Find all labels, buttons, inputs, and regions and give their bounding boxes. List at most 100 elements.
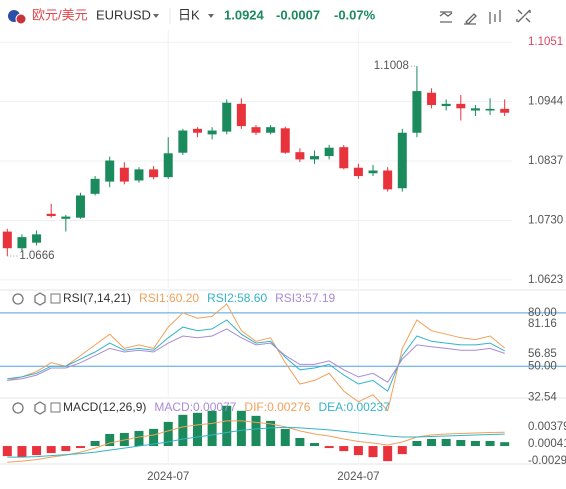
macd-bar — [456, 440, 466, 447]
legend-entry: DEA:0.00237 — [318, 400, 390, 414]
y-tick-label: 32.54 — [528, 391, 557, 403]
macd-bar — [470, 441, 480, 447]
candle-body — [280, 128, 290, 153]
candle-body — [207, 130, 217, 135]
candle-body — [222, 102, 232, 132]
legend-entry: RSI1:60.20 — [139, 291, 199, 305]
change: -0.0007 — [276, 7, 320, 22]
macd-bar — [310, 443, 320, 447]
macd-bar — [339, 446, 349, 452]
macd-bar — [105, 433, 115, 447]
candle-body — [324, 147, 334, 157]
dropdown[interactable] — [208, 14, 214, 18]
candle-body — [192, 128, 202, 133]
macd-bar — [485, 441, 495, 447]
macd-bar — [427, 438, 437, 447]
legend-entry: RSI3:57.19 — [275, 291, 335, 305]
candle-body — [485, 108, 495, 111]
macd-bar — [61, 446, 71, 452]
candle-body — [295, 152, 305, 160]
low-annotation: 1.0666 — [19, 250, 54, 262]
macd-bar — [163, 421, 173, 447]
candle-body — [75, 195, 85, 218]
candle-body — [266, 127, 276, 133]
macd-bar — [149, 428, 159, 447]
settings-icon[interactable] — [12, 293, 24, 305]
series-line — [7, 303, 506, 412]
dropdown[interactable] — [153, 14, 159, 18]
macd-bar — [500, 442, 510, 447]
settings-icon[interactable] — [12, 402, 24, 414]
candle-body — [383, 170, 393, 190]
y-tick-label: 1.0944 — [528, 96, 564, 108]
x-tick-label: 2024-07 — [147, 471, 189, 483]
candle-body — [17, 237, 27, 249]
macd-bar — [46, 446, 56, 454]
legend-box — [50, 293, 61, 304]
config-icon[interactable] — [34, 401, 46, 415]
macd-bar — [222, 405, 232, 447]
symbol[interactable]: EURUSD — [96, 7, 151, 22]
macd-bar — [251, 415, 261, 447]
tool-fullscreen[interactable] — [516, 9, 531, 23]
macd-bar — [2, 446, 12, 457]
candle-body — [310, 156, 320, 160]
candle-body — [397, 132, 407, 189]
macd-bar — [17, 446, 27, 458]
y-tick-label: 56.85 — [528, 348, 557, 360]
series-line — [7, 426, 505, 458]
indicator-title: MACD(12,26,9) — [63, 400, 146, 414]
candle-body — [470, 108, 480, 111]
macd-bar — [134, 430, 144, 447]
pair-name[interactable]: 欧元/美元 — [32, 7, 88, 22]
macd-bar — [32, 446, 42, 456]
candle-body — [251, 127, 261, 133]
candle-body — [105, 160, 115, 182]
candle-body — [90, 178, 100, 194]
macd-bar — [368, 446, 378, 458]
tool-type[interactable] — [489, 10, 501, 24]
y-tick-label: 1.1051 — [528, 36, 563, 48]
candle-body — [339, 147, 349, 169]
candle-body — [441, 103, 451, 107]
indicator-title: RSI(7,14,21) — [63, 291, 131, 305]
header: 欧元/美元 EURUSD 日K 1.0924 -0.0007 -0.07% — [8, 7, 531, 25]
price: 1.0924 — [224, 7, 265, 22]
macd-bar — [207, 410, 217, 447]
legend-box — [50, 402, 61, 413]
toolbar[interactable] — [439, 9, 531, 25]
tool-draw[interactable] — [464, 13, 477, 25]
y-tick-label: 1.0623 — [528, 274, 563, 286]
macd-bar — [178, 414, 188, 447]
y-tick-label: 81.16 — [528, 318, 557, 330]
macd-bar — [266, 420, 276, 447]
macd-bar — [383, 446, 393, 462]
candle-body — [353, 167, 363, 177]
y-tick-label: 1.0837 — [528, 155, 563, 167]
candle-body — [2, 231, 12, 249]
macd-bar — [324, 446, 334, 449]
flag-us — [15, 13, 27, 25]
legend-entry: MACD:0.00077 — [154, 400, 236, 414]
legend-entry: DIF:0.00276 — [244, 400, 310, 414]
period[interactable]: 日K — [178, 7, 200, 22]
macd-bar — [75, 446, 85, 449]
y-tick-label: -0.00297 — [528, 455, 566, 467]
macd-bar — [192, 412, 202, 447]
candle-body — [236, 103, 246, 127]
y-tick-label: 0.00379 — [528, 421, 566, 433]
change-percent: -0.07% — [334, 7, 376, 22]
candle-body — [163, 153, 173, 178]
candle-body — [46, 213, 56, 217]
macd-bar — [397, 446, 407, 455]
config-icon[interactable] — [34, 292, 46, 306]
y-tick-label: 50.00 — [528, 360, 557, 372]
candle-body — [427, 92, 437, 105]
tool-indicator[interactable] — [439, 11, 453, 23]
macd-bar — [441, 438, 451, 447]
candle-body — [32, 234, 42, 243]
macd-bar — [295, 437, 305, 447]
candle-body — [412, 91, 422, 133]
